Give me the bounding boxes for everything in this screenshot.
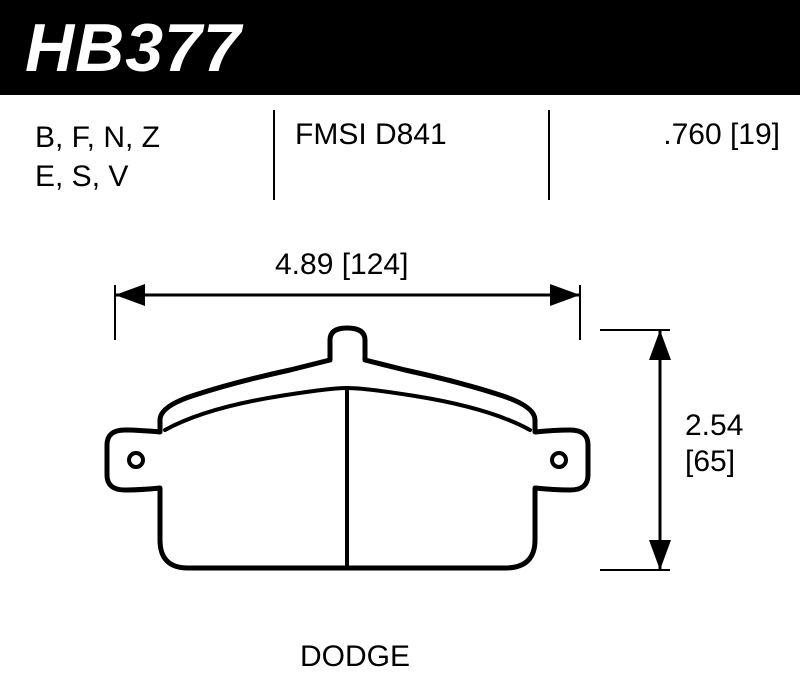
brake-pad-drawing <box>0 0 800 691</box>
vehicle-make-label: DODGE <box>300 640 400 674</box>
